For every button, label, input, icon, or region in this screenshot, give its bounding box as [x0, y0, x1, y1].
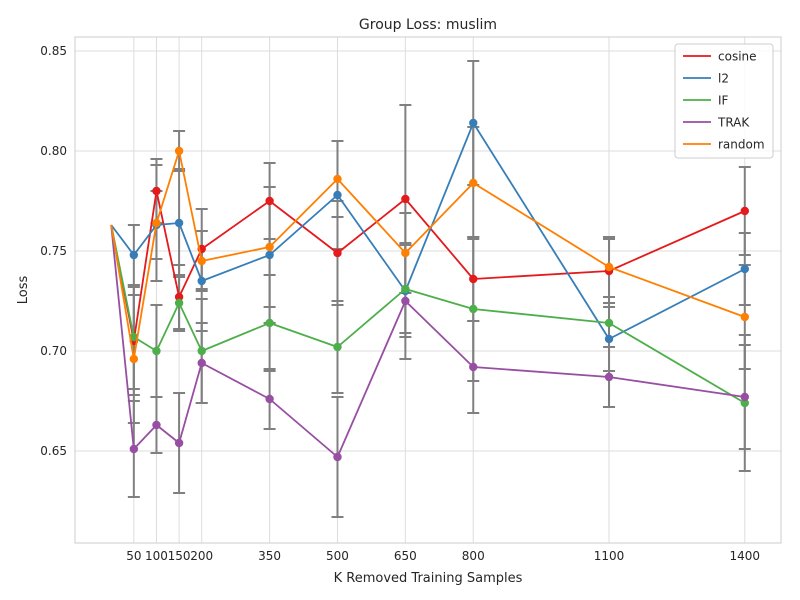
- data-point-trak: [469, 362, 478, 372]
- x-tick-label: 1400: [730, 549, 761, 563]
- data-point-trak: [333, 452, 342, 462]
- y-tick-label: 0.85: [40, 44, 67, 58]
- data-point-trak: [197, 358, 206, 368]
- data-point-trak: [265, 394, 274, 404]
- y-tick-label: 0.70: [40, 344, 67, 358]
- x-tick-label: 1100: [594, 549, 625, 563]
- data-point-l2: [740, 264, 749, 274]
- data-point-random: [174, 146, 184, 156]
- data-point-trak: [129, 444, 139, 454]
- data-point-if: [333, 342, 342, 352]
- x-tick-label: 200: [190, 549, 213, 563]
- legend-label-l2: l2: [718, 72, 729, 86]
- data-point-if: [197, 346, 206, 356]
- y-tick-label: 0.75: [40, 244, 67, 258]
- x-tick-label: 150: [168, 549, 191, 563]
- x-tick-label: 100: [145, 549, 168, 563]
- data-point-if: [129, 332, 139, 342]
- data-point-random: [469, 178, 478, 188]
- data-point-l2: [174, 218, 184, 228]
- series-lines: [110, 118, 749, 462]
- x-tick-label: 650: [394, 549, 417, 563]
- data-point-cosine: [333, 248, 342, 258]
- data-point-random: [265, 242, 274, 252]
- data-point-random: [129, 354, 139, 364]
- x-tick-label: 800: [462, 549, 485, 563]
- data-point-l2: [469, 118, 478, 128]
- chart-title: Group Loss: muslim: [359, 17, 497, 33]
- legend-label-if: IF: [718, 94, 729, 108]
- x-tick-label: 350: [258, 549, 281, 563]
- data-point-cosine: [174, 292, 184, 302]
- data-point-random: [604, 262, 614, 272]
- plot-frame: [74, 36, 782, 544]
- data-point-random: [197, 256, 206, 266]
- data-point-random: [401, 248, 410, 258]
- data-point-l2: [265, 250, 274, 260]
- data-point-if: [401, 284, 410, 294]
- data-point-random: [740, 312, 749, 322]
- y-tick-label: 0.80: [40, 144, 67, 158]
- data-point-cosine: [740, 206, 749, 216]
- data-point-trak: [152, 420, 161, 430]
- legend-box: [674, 43, 774, 159]
- data-point-random: [152, 218, 161, 228]
- data-point-l2: [129, 250, 139, 260]
- data-point-l2: [197, 276, 206, 286]
- data-point-l2: [604, 334, 614, 344]
- data-point-if: [152, 346, 161, 356]
- data-point-trak: [174, 438, 184, 448]
- y-tick-label: 0.65: [40, 444, 67, 458]
- data-point-trak: [604, 372, 614, 382]
- data-point-cosine: [469, 274, 478, 284]
- x-axis-label: K Removed Training Samples: [334, 571, 523, 586]
- tick-labels: 50 100 150 200 350 500 650 800 1100 1400 0.65 0.70 0…: [40, 44, 760, 563]
- x-tick-label: 50: [126, 549, 141, 563]
- legend-label-trak: TRAK: [717, 116, 750, 130]
- legend-label-random: random: [718, 138, 765, 152]
- data-point-trak: [401, 296, 410, 306]
- data-point-if: [174, 298, 184, 308]
- data-point-if: [604, 318, 614, 328]
- data-point-if: [740, 398, 749, 408]
- legend-label-cosine: cosine: [718, 50, 757, 64]
- legend: cosine l2 IF TRAK random: [674, 43, 774, 159]
- x-tick-label: 500: [326, 549, 349, 563]
- data-point-cosine: [152, 186, 161, 196]
- data-point-random: [333, 174, 342, 184]
- data-point-if: [469, 304, 478, 314]
- data-point-l2: [333, 190, 342, 200]
- data-point-if: [265, 318, 274, 328]
- data-point-cosine: [401, 194, 410, 204]
- data-point-trak: [740, 392, 749, 402]
- y-axis-label: Loss: [16, 276, 31, 305]
- data-point-cosine: [265, 196, 274, 206]
